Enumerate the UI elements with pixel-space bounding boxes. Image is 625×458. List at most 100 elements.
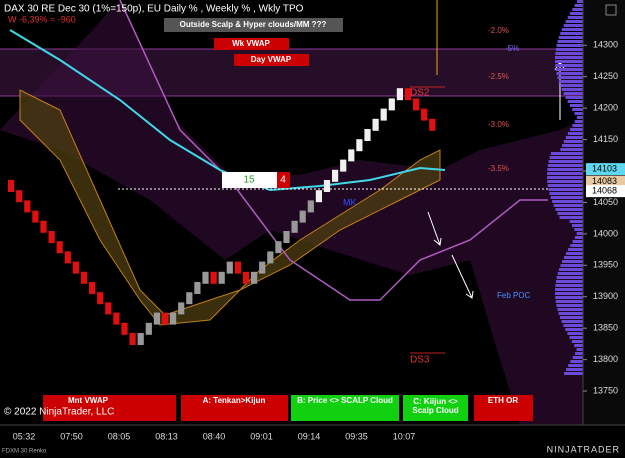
profile-bar	[575, 352, 583, 355]
brick	[267, 251, 274, 264]
profile-bar	[563, 256, 583, 259]
profile-bar	[565, 20, 583, 23]
profile-bar	[547, 172, 583, 175]
profile-bar	[547, 164, 583, 167]
percent-label: -2.0%	[488, 26, 509, 35]
kijun-line	[119, 0, 548, 301]
level-label: DS3	[410, 355, 430, 366]
brick	[97, 292, 104, 305]
time-label: 07:50	[60, 431, 83, 441]
profile-bar	[555, 68, 583, 71]
profile-bar	[558, 36, 583, 39]
profile-bar	[565, 96, 583, 99]
profile-bar	[576, 348, 583, 351]
profile-bar	[568, 364, 583, 367]
profile-bar	[570, 244, 583, 247]
profile-bar	[570, 128, 583, 131]
profile-bar	[572, 224, 583, 227]
profile-bar	[547, 180, 583, 183]
button[interactable]	[474, 395, 533, 421]
profile-bar	[561, 320, 583, 323]
brick	[137, 333, 144, 345]
profile-bar	[558, 312, 583, 315]
button-label: C: Kiijun <> Scalp Cloud	[412, 397, 459, 415]
percent-label: -2.5%	[488, 72, 509, 81]
profile-bar	[549, 156, 583, 159]
brick	[291, 220, 298, 233]
brick	[161, 312, 169, 325]
brick	[364, 129, 371, 141]
brick	[202, 271, 209, 284]
profile-bar	[567, 332, 583, 335]
brick	[121, 322, 128, 335]
profile-bar	[563, 140, 583, 143]
profile-bar	[572, 240, 583, 243]
arrow	[427, 211, 442, 246]
brick	[421, 108, 428, 121]
label-bg	[214, 38, 289, 50]
brick	[299, 210, 306, 223]
profile-bar	[569, 12, 583, 15]
brick	[348, 149, 355, 162]
profile-bar	[563, 324, 583, 327]
brick	[153, 312, 160, 325]
window-icon[interactable]	[605, 4, 617, 16]
price-marker	[586, 185, 625, 198]
button-label: A: Tenkan>Kijun	[203, 396, 266, 405]
brick	[234, 261, 241, 274]
profile-bar	[555, 56, 583, 59]
brick	[16, 190, 23, 203]
profile-bar	[550, 196, 583, 199]
brick	[40, 220, 47, 233]
brick	[145, 322, 152, 335]
profile-bar	[555, 284, 583, 287]
price-marker	[586, 163, 625, 176]
profile-bar	[561, 28, 583, 31]
profile-bar	[567, 100, 583, 103]
brick	[356, 139, 363, 152]
price-tick-label: 13850	[593, 323, 618, 333]
profile-bar	[574, 228, 583, 231]
volume-profile	[547, 0, 583, 375]
percent-label: -3.0%	[488, 120, 509, 129]
profile-bar	[569, 220, 583, 223]
button-label: ETH OR	[488, 396, 518, 405]
button[interactable]	[291, 395, 399, 421]
brick	[242, 271, 250, 284]
brick	[186, 292, 193, 305]
price-marker-label: 14083	[592, 176, 617, 186]
brick	[48, 231, 55, 243]
brick	[307, 200, 314, 213]
profile-bar	[555, 208, 583, 211]
button[interactable]	[181, 395, 288, 421]
profile-bar	[557, 212, 583, 215]
profile-bar	[574, 120, 583, 123]
profile-bar	[556, 276, 583, 279]
profile-bar	[565, 252, 583, 255]
profile-bar	[548, 188, 583, 191]
button[interactable]	[43, 395, 176, 421]
profile-bar	[555, 60, 583, 63]
time-label: 10:07	[393, 431, 416, 441]
profile-bar	[572, 8, 583, 11]
button[interactable]	[403, 395, 468, 421]
profile-bar	[555, 64, 583, 67]
profile-bar	[562, 260, 583, 263]
label-bg	[234, 54, 309, 66]
button-label: Mnt VWAP	[68, 396, 109, 405]
profile-bar	[570, 360, 583, 363]
percent-label: -3.5%	[488, 164, 509, 173]
brick	[251, 271, 258, 284]
profile-bar	[560, 264, 583, 267]
profile-bar	[550, 152, 583, 155]
brick	[218, 271, 225, 284]
profile-bar	[577, 0, 583, 3]
brick	[170, 312, 177, 325]
brick	[388, 98, 395, 111]
brick	[226, 261, 233, 274]
profile-bar	[557, 40, 583, 43]
time-label: 08:13	[155, 431, 178, 441]
brick	[129, 333, 136, 345]
brick	[340, 159, 347, 172]
profile-bar	[574, 112, 583, 115]
